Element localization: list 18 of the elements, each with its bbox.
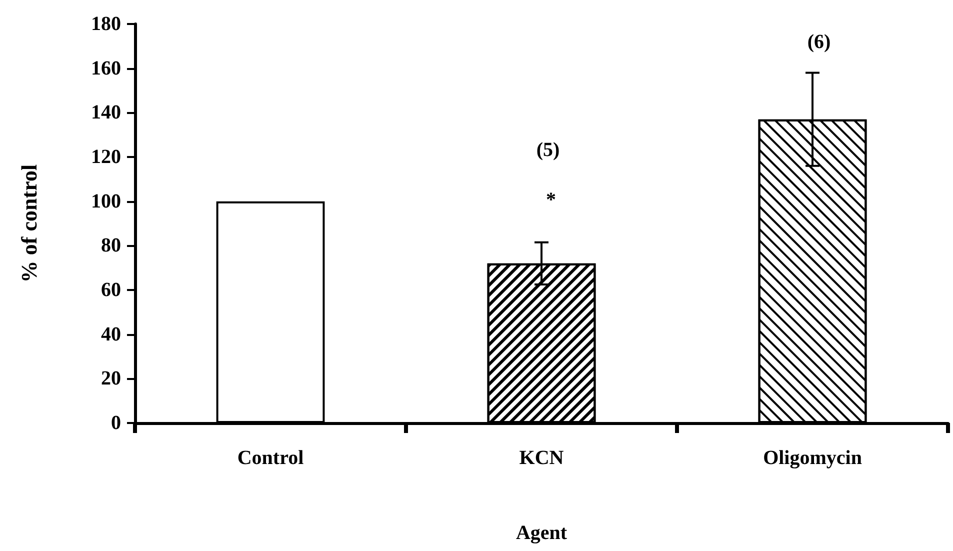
- y-tick-label: 40: [101, 323, 121, 346]
- x-axis-title: Agent: [516, 522, 568, 544]
- y-tick-label: 120: [91, 146, 121, 168]
- y-tick-label: 60: [101, 279, 121, 301]
- annotation: (6): [807, 31, 831, 53]
- y-tick-label: 180: [91, 13, 121, 35]
- x-tick-label: KCN: [519, 447, 564, 469]
- y-tick-label: 80: [101, 234, 121, 257]
- y-tick-label: 0: [111, 412, 121, 434]
- y-axis-title: % of control: [16, 164, 42, 283]
- annotation: (5): [536, 139, 560, 161]
- y-tick-label: 140: [91, 102, 121, 124]
- x-tick-label: Oligomycin: [763, 447, 862, 469]
- y-tick-label: 160: [91, 57, 121, 80]
- y-tick-label: 20: [101, 368, 121, 390]
- x-tick-label: Control: [237, 447, 304, 469]
- y-tick-label: 100: [91, 190, 121, 212]
- annotation: *: [546, 189, 556, 211]
